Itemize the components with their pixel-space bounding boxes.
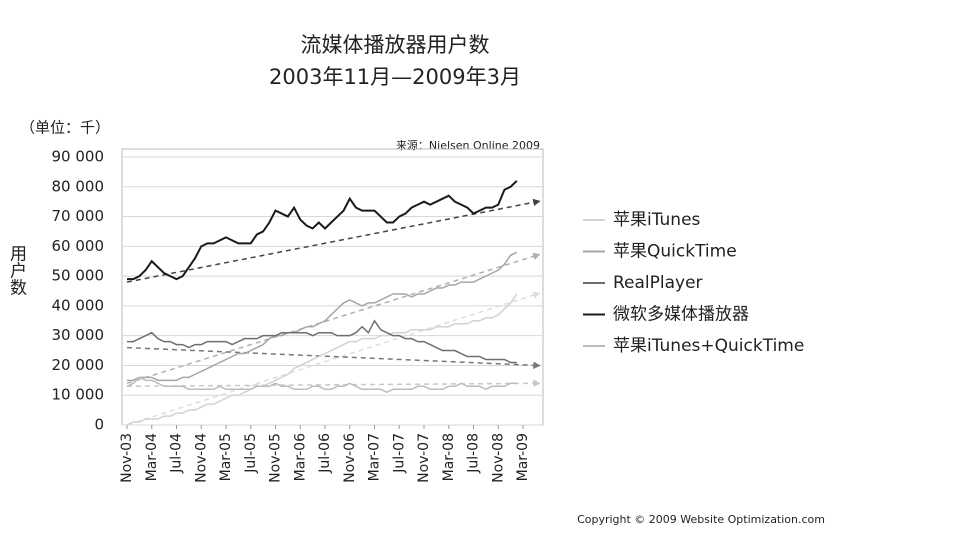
trend-line: [126, 198, 541, 283]
series-line: [127, 251, 518, 382]
y-tick-label: 50 000: [52, 267, 105, 285]
y-tick-label: 10 000: [52, 386, 105, 404]
legend-label: 苹果iTunes+QuickTime: [613, 336, 804, 356]
x-tick-label: Mar-07: [367, 433, 383, 481]
x-tick-label: Nov-04: [193, 433, 209, 483]
chart-subtitle: 2003年11月—2009年3月: [269, 65, 521, 89]
legend-label: 苹果iTunes: [613, 210, 701, 230]
x-tick-label: Mar-06: [292, 433, 308, 481]
copyright: Copyright © 2009 Website Optimization.co…: [577, 513, 825, 526]
y-axis-label: 用户数: [6, 245, 27, 296]
x-tick-label: Jul-06: [317, 433, 333, 474]
y-tick-label: 80 000: [52, 177, 105, 195]
x-tick-label: Nov-03: [119, 433, 135, 483]
y-tick-label: 20 000: [52, 356, 105, 374]
x-tick-label: Mar-04: [144, 433, 160, 481]
x-tick-label: Mar-09: [515, 433, 531, 481]
y-tick-label: 40 000: [52, 296, 105, 314]
y-tick-label: 60 000: [52, 237, 105, 255]
legend-label: 微软多媒体播放器: [613, 305, 749, 325]
x-tick-label: Jul-08: [466, 433, 482, 474]
x-tick-label: Jul-07: [391, 433, 407, 474]
source: 来源：Nielsen Online 2009: [396, 138, 540, 152]
series-line: [126, 376, 517, 394]
x-tick-label: Jul-04: [169, 433, 185, 474]
y-tick-label: 30 000: [52, 326, 105, 344]
legend-label: 苹果QuickTime: [613, 242, 737, 262]
x-tick-label: Mar-05: [218, 433, 234, 481]
y-tick-label: 90 000: [52, 148, 105, 166]
x-tick-label: Nov-06: [342, 433, 358, 483]
x-tick-label: Jul-05: [243, 433, 259, 474]
unit-label: （单位：千）: [20, 119, 110, 137]
x-tick-label: Nov-07: [416, 433, 432, 483]
series-line: [127, 319, 517, 364]
legend-label: RealPlayer: [613, 273, 703, 293]
x-tick-label: Mar-08: [441, 433, 457, 481]
series-line: [127, 180, 518, 281]
chart-title: 流媒体播放器用户数: [301, 33, 490, 57]
series-line: [126, 293, 518, 426]
y-tick-label: 0: [94, 416, 104, 434]
x-tick-label: Nov-05: [268, 433, 284, 483]
x-tick-label: Nov-08: [490, 433, 506, 483]
y-tick-label: 70 000: [52, 207, 105, 225]
